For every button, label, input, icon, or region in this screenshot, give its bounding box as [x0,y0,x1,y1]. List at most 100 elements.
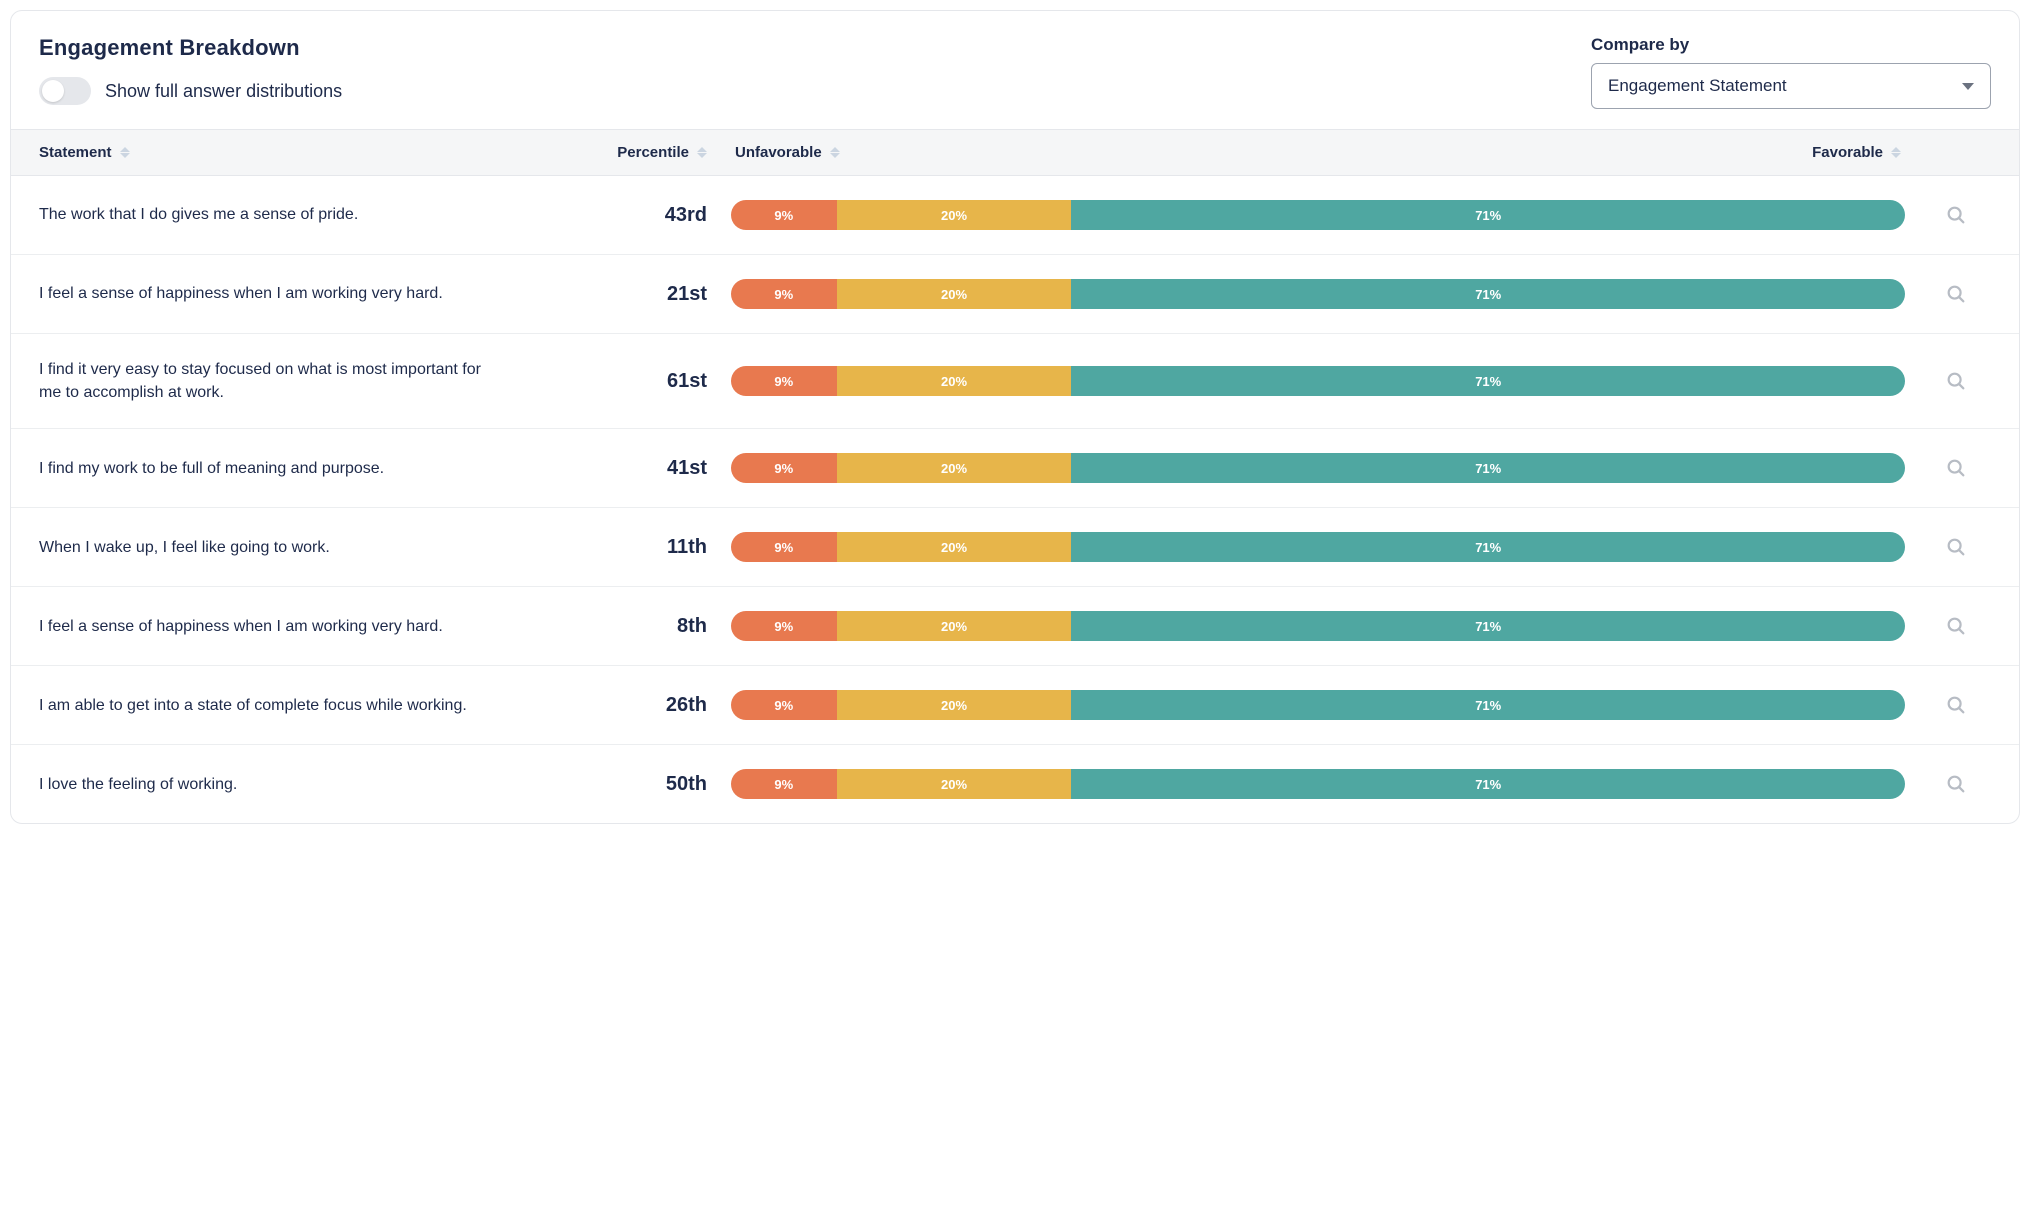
statement-text: I feel a sense of happiness when I am wo… [39,615,519,638]
table-row: I feel a sense of happiness when I am wo… [11,255,2019,334]
bar-segment: 20% [837,453,1072,483]
percentile-value: 11th [535,536,715,559]
search-icon [1945,457,1967,479]
sort-icon[interactable] [1891,147,1901,158]
bar-segment: 9% [731,611,837,641]
table-body: The work that I do gives me a sense of p… [11,176,2019,823]
bar-segment: 20% [837,366,1072,396]
statement-text: I feel a sense of happiness when I am wo… [39,282,519,305]
statement-text: The work that I do gives me a sense of p… [39,203,519,226]
percentile-value: 43rd [535,204,715,227]
distribution-bar: 9%20%71% [731,690,1905,720]
distribution-bar: 9%20%71% [731,279,1905,309]
bar-segment: 9% [731,769,837,799]
statement-text: I find my work to be full of meaning and… [39,457,519,480]
bar-segment: 9% [731,453,837,483]
distribution-bar: 9%20%71% [731,769,1905,799]
statement-text: I love the feeling of working. [39,773,519,796]
bar-segment: 71% [1071,690,1905,720]
search-icon [1945,615,1967,637]
th-favorable-label: Favorable [1812,144,1883,161]
search-icon [1945,283,1967,305]
compare-by-select[interactable]: Engagement Statement [1591,63,1991,109]
search-icon [1945,773,1967,795]
bar-segment: 9% [731,279,837,309]
bar-segment: 20% [837,611,1072,641]
table-row: I find it very easy to stay focused on w… [11,334,2019,429]
distribution-bar: 9%20%71% [731,532,1905,562]
engagement-breakdown-card: Engagement Breakdown Show full answer di… [10,10,2020,824]
magnify-button[interactable] [1921,204,1991,226]
bar-segment: 71% [1071,532,1905,562]
bar-segment: 20% [837,200,1072,230]
percentile-value: 26th [535,694,715,717]
compare-by-value: Engagement Statement [1608,76,1787,96]
percentile-value: 50th [535,773,715,796]
percentile-value: 41st [535,457,715,480]
search-icon [1945,204,1967,226]
distribution-bar: 9%20%71% [731,200,1905,230]
statement-text: I am able to get into a state of complet… [39,694,519,717]
toggle-knob [42,80,64,102]
table-row: I am able to get into a state of complet… [11,666,2019,745]
compare-by-label: Compare by [1591,35,1991,55]
th-unfavorable-label: Unfavorable [735,144,822,161]
bar-segment: 71% [1071,453,1905,483]
bar-segment: 20% [837,532,1072,562]
table-row: I feel a sense of happiness when I am wo… [11,587,2019,666]
percentile-value: 8th [535,615,715,638]
card-header: Engagement Breakdown Show full answer di… [11,11,2019,129]
magnify-button[interactable] [1921,694,1991,716]
sort-icon[interactable] [830,147,840,158]
statement-text: I find it very easy to stay focused on w… [39,358,519,404]
bar-segment: 71% [1071,366,1905,396]
bar-segment: 71% [1071,200,1905,230]
table-row: I find my work to be full of meaning and… [11,429,2019,508]
bar-segment: 9% [731,532,837,562]
distribution-bar: 9%20%71% [731,611,1905,641]
th-distribution: Unfavorable Favorable [731,144,1905,161]
magnify-button[interactable] [1921,370,1991,392]
magnify-button[interactable] [1921,283,1991,305]
th-unfavorable[interactable]: Unfavorable [735,144,840,161]
distribution-bar: 9%20%71% [731,366,1905,396]
header-right: Compare by Engagement Statement [1591,35,1991,109]
sort-icon[interactable] [120,147,130,158]
bar-segment: 9% [731,366,837,396]
statement-text: When I wake up, I feel like going to wor… [39,536,519,559]
search-icon [1945,370,1967,392]
bar-segment: 71% [1071,611,1905,641]
toggle-row: Show full answer distributions [39,77,342,105]
card-title: Engagement Breakdown [39,35,342,61]
magnify-button[interactable] [1921,457,1991,479]
search-icon [1945,536,1967,558]
magnify-button[interactable] [1921,615,1991,637]
th-statement[interactable]: Statement [39,144,519,161]
sort-icon[interactable] [697,147,707,158]
chevron-down-icon [1962,83,1974,90]
th-percentile-label: Percentile [617,144,689,161]
toggle-label: Show full answer distributions [105,81,342,102]
magnify-button[interactable] [1921,773,1991,795]
table-row: When I wake up, I feel like going to wor… [11,508,2019,587]
bar-segment: 9% [731,200,837,230]
bar-segment: 20% [837,690,1072,720]
th-statement-label: Statement [39,144,112,161]
full-distribution-toggle[interactable] [39,77,91,105]
search-icon [1945,694,1967,716]
percentile-value: 61st [535,370,715,393]
bar-segment: 20% [837,279,1072,309]
bar-segment: 20% [837,769,1072,799]
magnify-button[interactable] [1921,536,1991,558]
bar-segment: 71% [1071,769,1905,799]
table-row: I love the feeling of working. 50th 9%20%7… [11,745,2019,823]
header-left: Engagement Breakdown Show full answer di… [39,35,342,105]
bar-segment: 9% [731,690,837,720]
distribution-bar: 9%20%71% [731,453,1905,483]
bar-segment: 71% [1071,279,1905,309]
table-header: Statement Percentile Unfavorable Favorab… [11,129,2019,176]
th-percentile[interactable]: Percentile [535,144,715,161]
table-row: The work that I do gives me a sense of p… [11,176,2019,255]
th-favorable[interactable]: Favorable [1812,144,1901,161]
percentile-value: 21st [535,283,715,306]
